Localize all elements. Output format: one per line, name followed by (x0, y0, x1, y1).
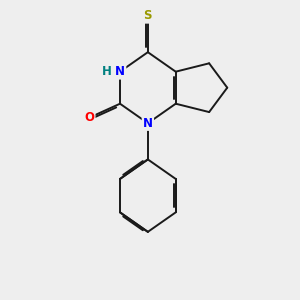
Text: O: O (84, 111, 94, 124)
Text: H: H (102, 65, 112, 78)
Text: S: S (144, 10, 152, 22)
Text: N: N (115, 65, 125, 78)
Text: N: N (143, 117, 153, 130)
Text: N: N (115, 65, 125, 78)
